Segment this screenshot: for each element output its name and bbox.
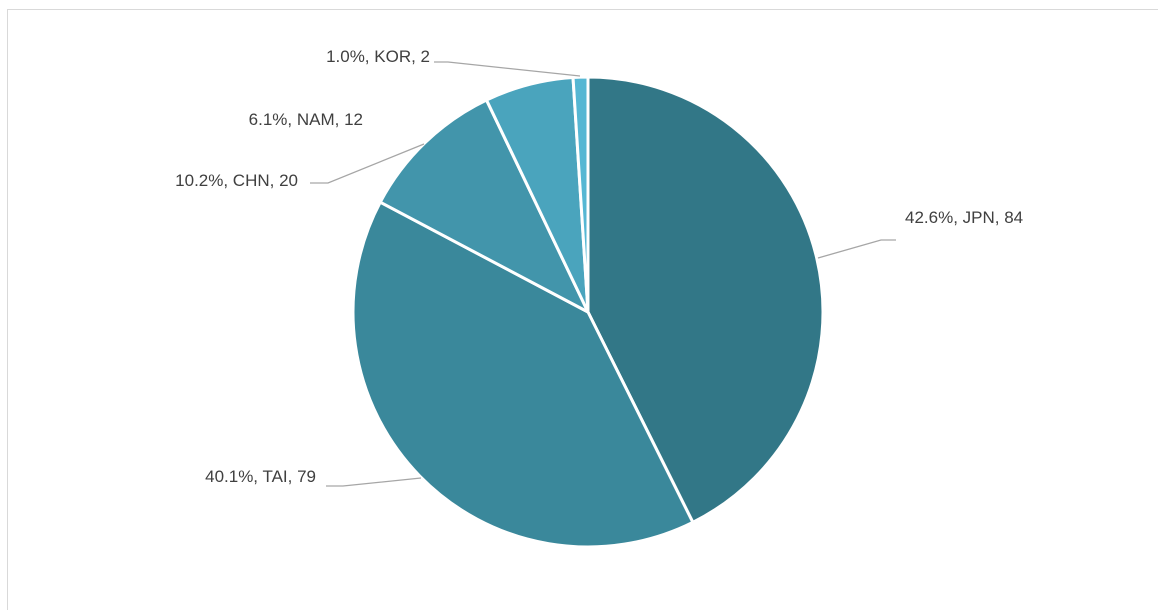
data-label-kor: 1.0%, KOR, 2 (326, 47, 430, 66)
leader-lines (310, 61, 896, 487)
pie-slices (351, 75, 825, 549)
leader-line-kor (434, 61, 581, 77)
data-label-nam: 6.1%, NAM, 12 (249, 110, 363, 129)
chart-frame (7, 9, 1158, 610)
pie-slice-kor (571, 75, 590, 314)
leader-line-chn (310, 143, 425, 184)
data-label-chn: 10.2%, CHN, 20 (175, 171, 298, 190)
data-label-jpn: 42.6%, JPN, 84 (905, 208, 1023, 227)
pie-slice-chn (378, 98, 590, 314)
data-labels: 42.6%, JPN, 84 40.1%, TAI, 79 10.2%, CHN, … (175, 47, 1023, 486)
leader-line-jpn (817, 239, 896, 259)
pie-slice-jpn (586, 75, 825, 524)
leader-line-tai (326, 477, 422, 487)
data-label-tai: 40.1%, TAI, 79 (205, 467, 316, 486)
pie-slice-tai (351, 200, 695, 549)
